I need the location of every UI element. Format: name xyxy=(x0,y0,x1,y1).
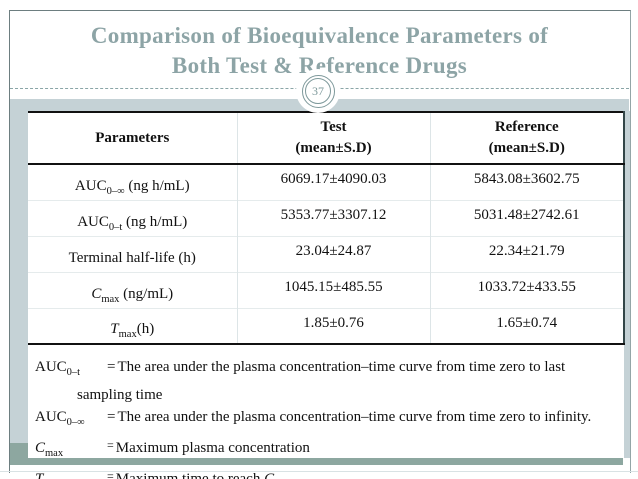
equals-sign: = xyxy=(107,469,114,479)
footnote-term-subscript: max xyxy=(45,448,64,459)
header-parameters-label: Parameters xyxy=(95,129,170,146)
test-value-cell: 23.04±24.87 xyxy=(236,235,430,272)
param-units: (ng/mL) xyxy=(119,285,174,302)
param-subscript: max xyxy=(118,329,137,340)
equals-sign: = xyxy=(107,359,116,375)
page-number-inner-ring: 37 xyxy=(305,78,331,104)
footnote-term-main: AUC xyxy=(35,409,67,425)
slide-title-line1: Comparison of Bioequivalence Parameters … xyxy=(90,23,549,48)
band-left-teal-block xyxy=(10,443,28,465)
header-parameters: Parameters xyxy=(28,112,237,165)
footnote-term: Tmax xyxy=(35,468,107,479)
bottom-divider-line xyxy=(0,471,638,472)
table-row: Cmax (ng/mL) 1045.15±485.55 1033.72±433.… xyxy=(28,271,624,308)
content-box: Parameters Test (mean±S.D) Reference (me… xyxy=(28,111,625,479)
footnote-term-main: T xyxy=(35,471,44,479)
param-cell: Terminal half-life (h) xyxy=(28,235,237,272)
footnote-term: Cmax xyxy=(35,437,107,465)
footnotes: AUC0–t = The area under the plasma concent… xyxy=(28,345,624,479)
page-number-outer-ring: 37 xyxy=(301,74,335,108)
footnote-term: AUC0–∞ xyxy=(35,406,107,434)
param-name: Terminal half-life (h) xyxy=(68,249,196,266)
param-subscript: 0–t xyxy=(108,221,123,233)
footnote-term-subscript: 0–t xyxy=(66,367,81,378)
reference-value-cell: 22.34±21.79 xyxy=(429,235,624,272)
param-name: C xyxy=(91,285,102,302)
param-units: (h) xyxy=(136,321,155,337)
footnote-auc0t-continuation: sampling time xyxy=(35,384,618,406)
header-test: Test (mean±S.D) xyxy=(236,112,430,165)
band-right-strip xyxy=(624,111,630,458)
footnote-cmax-ref: C xyxy=(264,471,275,479)
table-row: AUC0–t (ng h/mL) 5353.77±3307.12 5031.48… xyxy=(28,199,624,236)
param-name: AUC xyxy=(74,177,107,194)
param-cell: Tmax(h) xyxy=(28,307,237,344)
reference-value-cell: 5031.48±2742.61 xyxy=(429,199,624,236)
param-name: AUC xyxy=(77,213,109,230)
bottom-teal-bar xyxy=(28,458,623,465)
reference-value-cell: 5843.08±3602.75 xyxy=(429,164,624,200)
footnote-tmax: Tmax=Maximum time to reach Cmax xyxy=(35,465,618,479)
test-value-cell: 5353.77±3307.12 xyxy=(236,199,430,236)
table-header-row: Parameters Test (mean±S.D) Reference (me… xyxy=(28,112,624,165)
param-cell: AUC0–t (ng h/mL) xyxy=(28,199,237,236)
param-units: (ng h/mL) xyxy=(124,177,190,194)
param-cell: Cmax (ng/mL) xyxy=(28,271,237,308)
band-left-strip xyxy=(10,111,28,443)
footnote-text: The area under the plasma concentration–… xyxy=(117,359,566,375)
page-number-badge: 37 xyxy=(296,69,340,113)
header-reference-label: Reference xyxy=(494,119,559,135)
page-number: 37 xyxy=(312,83,324,98)
footnote-text: The area under the plasma concentration–… xyxy=(117,409,592,425)
reference-value-cell: 1033.72±433.55 xyxy=(429,271,624,308)
slide-border-frame xyxy=(9,10,631,473)
equals-sign: = xyxy=(107,438,114,452)
footnote-cmax: Cmax= Maximum plasma concentration xyxy=(35,434,618,465)
footnote-term: AUC0–t xyxy=(35,356,107,384)
param-subscript: 0–∞ xyxy=(106,185,125,197)
table-row: Terminal half-life (h) 23.04±24.87 22.34… xyxy=(28,235,624,272)
table-row: Tmax(h) 1.85±0.76 1.65±0.74 xyxy=(28,307,624,344)
footnote-auc0t: AUC0–t = The area under the plasma concent… xyxy=(35,356,618,384)
footnote-term-main: C xyxy=(35,440,46,456)
header-reference: Reference (mean±S.D) xyxy=(429,112,624,165)
test-value-cell: 1.85±0.76 xyxy=(236,307,430,344)
header-test-subtitle: (mean±S.D) xyxy=(295,140,372,156)
table-row: AUC0–∞ (ng h/mL) 6069.17±4090.03 5843.08… xyxy=(28,164,624,200)
footnote-text: sampling time xyxy=(77,387,163,403)
param-subscript: max xyxy=(101,293,120,305)
footnote-term-subscript: 0–∞ xyxy=(66,417,85,428)
param-name: T xyxy=(110,321,119,337)
reference-value-cell: 1.65±0.74 xyxy=(429,307,624,344)
footnote-term-main: AUC xyxy=(35,359,67,375)
footnote-text: Maximum time to reach xyxy=(115,471,265,479)
test-value-cell: 1045.15±485.55 xyxy=(236,271,430,308)
header-test-label: Test xyxy=(320,119,347,135)
footnote-auc0inf: AUC0–∞ = The area under the plasma concent… xyxy=(35,406,618,434)
footnote-text: Maximum plasma concentration xyxy=(115,440,310,456)
parameters-table: Parameters Test (mean±S.D) Reference (me… xyxy=(28,111,625,345)
header-reference-subtitle: (mean±S.D) xyxy=(488,140,565,156)
test-value-cell: 6069.17±4090.03 xyxy=(236,164,430,200)
param-cell: AUC0–∞ (ng h/mL) xyxy=(28,164,237,200)
slide-title: Comparison of Bioequivalence Parameters … xyxy=(10,21,629,81)
param-units: (ng h/mL) xyxy=(122,213,188,230)
equals-sign: = xyxy=(107,409,116,425)
